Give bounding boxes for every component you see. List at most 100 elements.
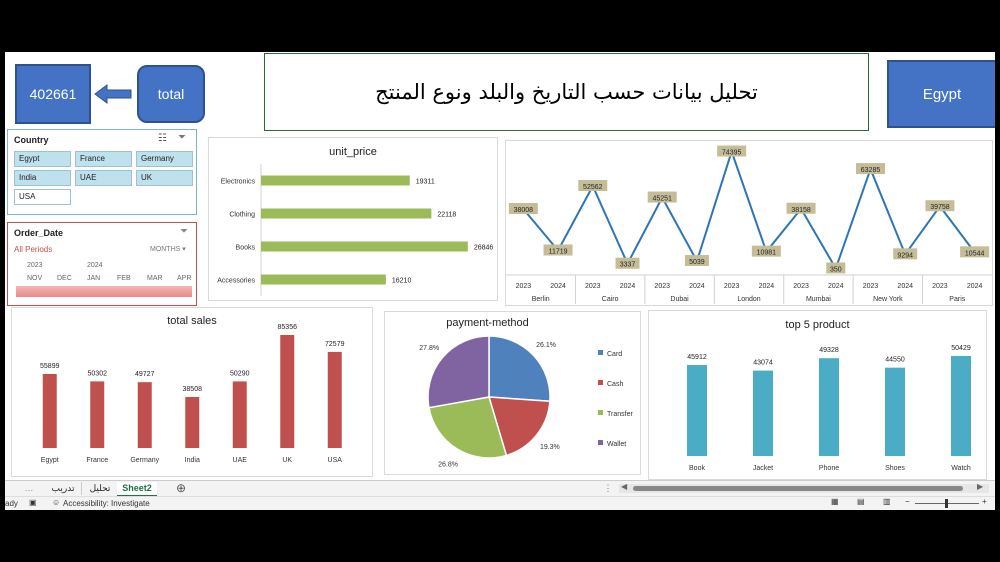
scroll-thumb[interactable] <box>633 486 963 491</box>
total-sales-chart: total sales 55899 Egypt 50302 France 49727 Ge… <box>11 307 373 477</box>
month-feb[interactable]: FEB <box>117 275 131 282</box>
slicer-item-france[interactable]: France <box>75 151 132 167</box>
zoom-out-icon[interactable]: − <box>905 497 910 506</box>
slicer-item-uk[interactable]: UK <box>136 170 193 186</box>
year-2024: 2024 <box>87 262 103 269</box>
slicer-item-uae[interactable]: UAE <box>75 170 132 186</box>
data-label-box <box>751 245 781 257</box>
zoom-slider[interactable] <box>915 499 979 508</box>
data-label: 16210 <box>392 278 412 285</box>
data-label-box <box>925 200 955 212</box>
clear-filter-icon[interactable]: ⏷ <box>178 132 186 143</box>
data-label: 74395 <box>722 150 742 157</box>
timeline-clear-icon[interactable]: ⏷ <box>180 226 188 237</box>
tab-prev-icon[interactable]: … <box>24 483 34 493</box>
accessibility-status[interactable]: Accessibility: Investigate <box>63 499 150 508</box>
data-label: 5039 <box>689 259 705 266</box>
tick-label: 2024 <box>689 283 705 290</box>
zoom-slider-thumb[interactable] <box>945 499 948 508</box>
tick-label: 2024 <box>828 283 844 290</box>
horizontal-scrollbar[interactable]: ◀ ▶ <box>619 482 989 493</box>
data-label: 39758 <box>930 204 950 211</box>
tick-label: Book <box>689 465 705 472</box>
bar <box>261 208 432 219</box>
data-label: 50429 <box>951 345 971 352</box>
tab-sheet2[interactable]: Sheet2 <box>117 482 157 497</box>
tick-label: Egypt <box>41 457 59 464</box>
data-label: 19.3% <box>540 444 560 451</box>
data-label: 63285 <box>861 167 881 174</box>
scroll-left-icon[interactable]: ◀ <box>621 482 628 491</box>
macro-record-icon[interactable]: ▣ <box>29 498 37 507</box>
bar <box>687 364 707 456</box>
group-label: London <box>737 296 760 303</box>
scroll-right-icon[interactable]: ▶ <box>977 482 984 491</box>
data-label-box <box>647 191 677 203</box>
timeline-title: Order_Date <box>14 228 64 238</box>
timeline-bar[interactable] <box>16 286 192 297</box>
bar <box>232 381 247 448</box>
month-mar[interactable]: MAR <box>147 275 163 282</box>
zoom-in-icon[interactable]: + <box>982 497 987 506</box>
tick-label: France <box>86 457 108 464</box>
country-slicer[interactable]: Country ☷ ⏷ Egypt France Germany India U… <box>7 129 197 215</box>
data-label: 50302 <box>88 370 108 377</box>
accessibility-icon[interactable]: ☺ <box>52 498 61 507</box>
legend-swatch <box>598 380 603 385</box>
data-label: 11719 <box>549 248 568 255</box>
slicer-item-usa[interactable]: USA <box>14 189 71 205</box>
tick-label: Jacket <box>753 465 773 472</box>
bar <box>951 356 971 456</box>
tick-label: Germany <box>130 457 159 464</box>
tick-label: UK <box>282 457 292 464</box>
bar <box>261 274 386 285</box>
tick-label: Electronics <box>221 179 256 186</box>
tab-options-icon[interactable]: ⋮ <box>603 483 613 493</box>
pie-slice <box>487 396 551 457</box>
tab-analysis[interactable]: تحليل <box>83 482 118 495</box>
normal-view-icon[interactable]: ▦ <box>831 497 839 506</box>
bar <box>753 370 773 456</box>
slicer-item-india[interactable]: India <box>14 170 71 186</box>
month-nov[interactable]: NOV <box>27 275 43 282</box>
legend-swatch <box>598 410 603 415</box>
data-label: 85356 <box>278 324 298 331</box>
data-label: 27.8% <box>419 345 439 352</box>
tick-label: India <box>185 457 200 464</box>
tick-label: 2023 <box>654 283 670 290</box>
tick-label: 2024 <box>897 283 913 290</box>
add-sheet-icon[interactable]: ⊕ <box>175 481 187 495</box>
bar <box>185 397 200 448</box>
bar <box>137 382 152 448</box>
data-label: 3337 <box>620 262 636 269</box>
group-label: Cairo <box>602 296 619 303</box>
bar <box>280 335 295 448</box>
data-label: 19311 <box>416 179 435 186</box>
data-label-box <box>717 145 747 157</box>
page-break-icon[interactable]: ▥ <box>883 497 891 506</box>
timeline-level[interactable]: MONTHS ▾ <box>150 246 186 253</box>
month-apr[interactable]: APR <box>177 275 192 282</box>
month-dec[interactable]: DEC <box>57 275 72 282</box>
legend-label: Card <box>607 351 622 358</box>
month-jan[interactable]: JAN <box>87 275 101 282</box>
dashboard-sheet: 402661 total تحليل بيانات حسب التاريخ وا… <box>5 52 995 510</box>
unit-price-plot: Electronics 19311 Clothing 22118 Books 26846 A… <box>217 164 493 296</box>
pie-slice <box>428 396 508 459</box>
total-value: 402661 <box>29 86 77 102</box>
legend-swatch <box>598 440 603 445</box>
multi-select-icon[interactable]: ☷ <box>158 133 167 144</box>
slicer-item-egypt[interactable]: Egypt <box>14 151 71 167</box>
page-layout-icon[interactable]: ▤ <box>857 497 865 506</box>
group-label: New York <box>873 296 903 303</box>
tab-training[interactable]: تدريب <box>45 482 82 495</box>
total-label-box: total <box>137 65 205 123</box>
date-timeline[interactable]: Order_Date ⏷ All Periods MONTHS ▾ 2023 2… <box>7 222 197 306</box>
city-sales-chart: 38008 2023 11719 2024 52562 2023 3337 2024 45251… <box>505 140 993 306</box>
data-label: 22118 <box>437 212 456 219</box>
tick-label: Phone <box>819 465 839 472</box>
data-label-box <box>684 255 709 267</box>
tick-label: Accessories <box>217 278 255 285</box>
slicer-item-germany[interactable]: Germany <box>136 151 193 167</box>
data-label: 52562 <box>583 184 603 191</box>
